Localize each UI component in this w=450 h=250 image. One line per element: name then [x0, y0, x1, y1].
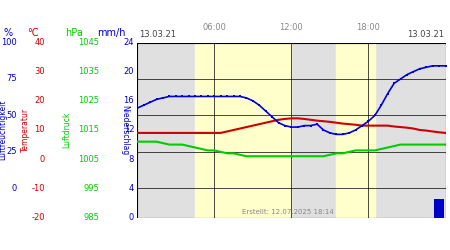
Text: Temperatur: Temperatur: [21, 108, 30, 152]
Text: 18:00: 18:00: [356, 24, 380, 32]
Text: 25: 25: [7, 148, 17, 156]
Text: 13.03.21: 13.03.21: [139, 30, 176, 39]
Text: 30: 30: [34, 67, 45, 76]
Text: Luftdruck: Luftdruck: [62, 112, 71, 148]
Text: 12: 12: [124, 126, 134, 134]
Text: 24: 24: [124, 38, 134, 47]
Bar: [336, 42, 375, 218]
Text: 40: 40: [35, 38, 45, 47]
Text: 0: 0: [129, 213, 134, 222]
Text: %: %: [4, 28, 13, 38]
Text: mm/h: mm/h: [97, 28, 126, 38]
Text: 985: 985: [83, 213, 99, 222]
Text: Niederschlag: Niederschlag: [121, 105, 130, 155]
Text: 4: 4: [129, 184, 134, 193]
Text: 1035: 1035: [78, 67, 99, 76]
Text: 75: 75: [6, 74, 17, 84]
Text: 995: 995: [83, 184, 99, 193]
Text: 0: 0: [12, 184, 17, 193]
Text: -20: -20: [32, 213, 45, 222]
Text: 1045: 1045: [78, 38, 99, 47]
Text: 20: 20: [35, 96, 45, 105]
Text: 13.03.21: 13.03.21: [407, 30, 444, 39]
Text: 12:00: 12:00: [279, 24, 303, 32]
Text: -10: -10: [32, 184, 45, 193]
Text: 16: 16: [123, 96, 134, 105]
Text: Erstellt: 12.07.2025 18:14: Erstellt: 12.07.2025 18:14: [242, 209, 334, 215]
Text: 0: 0: [40, 155, 45, 164]
Text: 8: 8: [129, 155, 134, 164]
Text: 100: 100: [1, 38, 17, 47]
Text: 10: 10: [35, 126, 45, 134]
Text: Luftfeuchtigkeit: Luftfeuchtigkeit: [0, 100, 8, 160]
Text: hPa: hPa: [65, 28, 83, 38]
Text: 50: 50: [7, 111, 17, 120]
Text: 1005: 1005: [78, 155, 99, 164]
Bar: [195, 42, 292, 218]
Text: 1015: 1015: [78, 126, 99, 134]
Text: °C: °C: [27, 28, 38, 38]
Bar: [434, 199, 444, 218]
Text: 20: 20: [124, 67, 134, 76]
Text: 06:00: 06:00: [202, 24, 226, 32]
Text: 1025: 1025: [78, 96, 99, 105]
